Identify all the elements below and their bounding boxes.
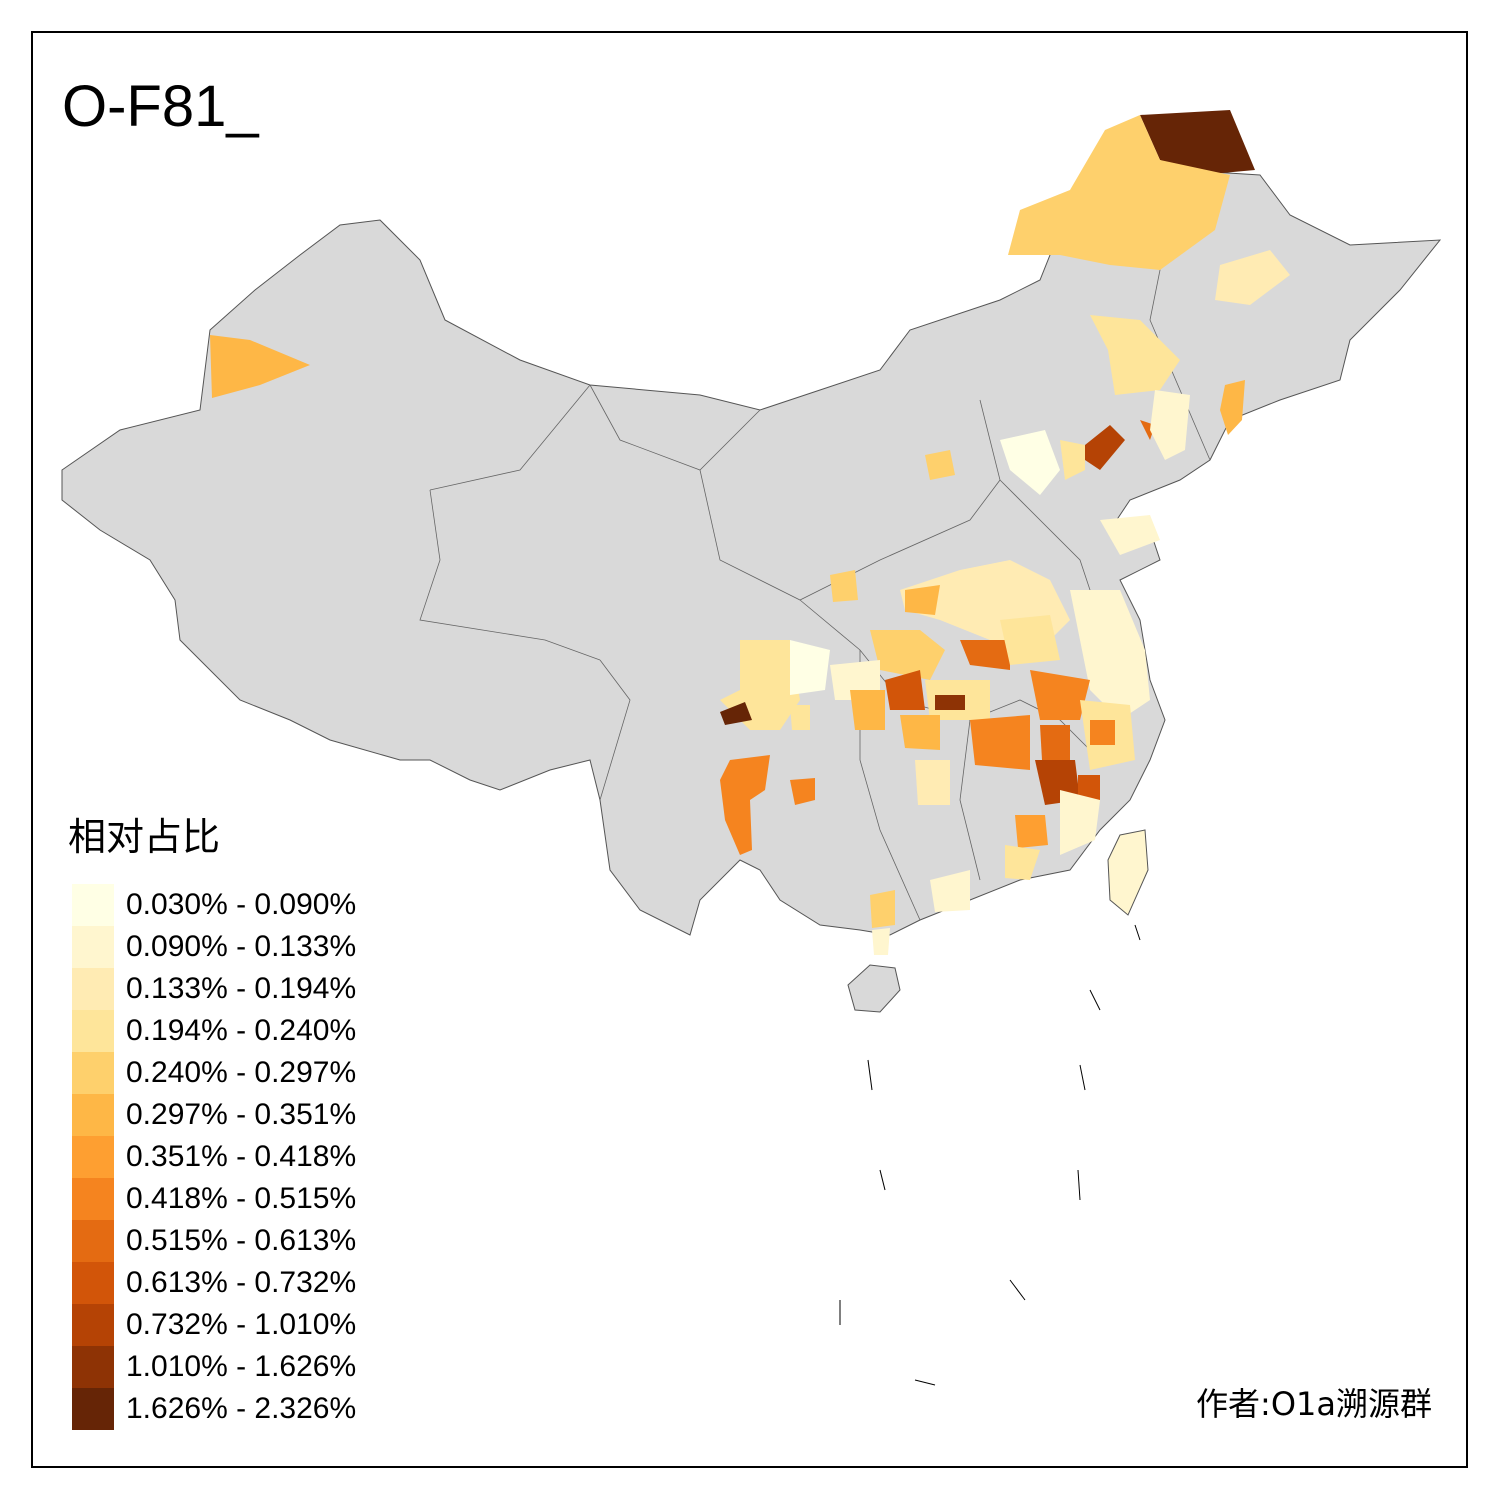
region-sichuan-light — [790, 640, 830, 695]
legend-label: 0.030% - 0.090% — [126, 888, 357, 921]
region-hubei-orange — [850, 690, 885, 730]
legend-swatch — [72, 926, 114, 968]
legend-swatch — [72, 1346, 114, 1388]
legend-item: 0.515% - 0.613% — [72, 1220, 402, 1262]
region-jiangxi-orange — [1040, 725, 1070, 760]
legend-swatch — [72, 1178, 114, 1220]
region-anhui-light — [1000, 615, 1060, 665]
legend-label: 0.194% - 0.240% — [126, 1014, 357, 1047]
region-hunan-west — [900, 715, 940, 750]
legend-item: 0.194% - 0.240% — [72, 1010, 402, 1052]
map-frame — [31, 31, 1468, 1468]
legend-label: 0.351% - 0.418% — [126, 1140, 357, 1173]
region-liaoning-orange — [1085, 425, 1125, 470]
legend-swatch — [72, 1220, 114, 1262]
region-anhui-orange — [1030, 670, 1090, 720]
legend-swatch — [72, 1304, 114, 1346]
legend-label: 0.418% - 0.515% — [126, 1182, 357, 1215]
region-zhejiang-orange — [1090, 720, 1115, 745]
region-jiangxi-south-orange — [1015, 815, 1048, 848]
legend-swatch — [72, 1010, 114, 1052]
region-xinjiang-north — [210, 335, 310, 398]
region-guangdong-east — [1005, 845, 1040, 880]
region-gansu-orange — [830, 570, 858, 602]
region-sichuan-dark — [720, 702, 752, 725]
legend-label: 0.613% - 0.732% — [126, 1266, 357, 1299]
legend-label: 0.732% - 1.010% — [126, 1308, 357, 1341]
region-fujian — [1060, 790, 1100, 855]
legend-label: 0.133% - 0.194% — [126, 972, 357, 1005]
region-jiangsu — [1070, 590, 1150, 720]
region-hubei-dark-orange — [960, 640, 1010, 670]
south-sea-islands — [839, 924, 1141, 1386]
province-borders — [419, 169, 1211, 921]
legend-label: 0.090% - 0.133% — [126, 930, 357, 963]
region-hunan-light — [915, 760, 950, 805]
region-guizhou-orange — [790, 778, 815, 805]
legend-item: 0.418% - 0.515% — [72, 1178, 402, 1220]
legend-label: 0.240% - 0.297% — [126, 1056, 357, 1089]
legend-swatch — [72, 1052, 114, 1094]
legend-label: 0.297% - 0.351% — [126, 1098, 357, 1131]
legend-label: 0.515% - 0.613% — [126, 1224, 357, 1257]
region-hebei-light — [1000, 430, 1060, 495]
colored-regions — [210, 110, 1290, 955]
legend-label: 1.626% - 2.326% — [126, 1392, 357, 1425]
legend-item: 1.010% - 1.626% — [72, 1346, 402, 1388]
region-henan-orange — [905, 585, 940, 615]
region-inner-mongolia-east — [1090, 315, 1180, 395]
legend-item: 0.351% - 0.418% — [72, 1136, 402, 1178]
region-zhejiang-dark — [1078, 775, 1100, 800]
region-hulunbuir — [1008, 115, 1230, 270]
region-jilin-strip — [1220, 380, 1245, 435]
author-credit: 作者:O1a溯源群 — [1196, 1385, 1432, 1423]
region-guangdong-west — [872, 928, 890, 955]
legend-swatch — [72, 1388, 114, 1430]
legend-swatch — [72, 1136, 114, 1178]
region-hubei-dark — [935, 695, 965, 710]
region-hubei-west — [885, 670, 925, 710]
region-ne-light — [1215, 250, 1290, 305]
legend-swatch — [72, 968, 114, 1010]
legend-item: 1.626% - 2.326% — [72, 1388, 402, 1430]
region-shaanxi-south — [870, 630, 945, 680]
map-title: O-F81_ — [62, 74, 259, 139]
legend-swatch — [72, 884, 114, 926]
legend-item: 0.732% - 1.010% — [72, 1304, 402, 1346]
legend-title: 相对占比 — [68, 815, 221, 859]
legend-item: 0.090% - 0.133% — [72, 926, 402, 968]
region-heilongjiang-north — [1140, 110, 1255, 175]
region-liaoning-light — [1150, 390, 1190, 460]
region-hebei-yellow — [1060, 440, 1085, 480]
legend-item: 0.240% - 0.297% — [72, 1052, 402, 1094]
region-shandong — [1100, 515, 1160, 555]
region-sichuan-yellow — [790, 705, 810, 730]
legend-item: 0.297% - 0.351% — [72, 1094, 402, 1136]
region-guangdong — [930, 870, 970, 912]
legend-swatch — [72, 1094, 114, 1136]
region-inner-mongolia-orange — [925, 450, 955, 480]
taiwan-shape — [1107, 829, 1149, 916]
legend-item: 0.030% - 0.090% — [72, 884, 402, 926]
hainan-shape — [847, 964, 901, 1013]
region-yunnan-orange — [720, 755, 770, 855]
legend-item: 0.613% - 0.732% — [72, 1262, 402, 1304]
region-hunan-north — [970, 715, 1030, 770]
legend-label: 1.010% - 1.626% — [126, 1350, 357, 1383]
legend-swatch — [72, 1262, 114, 1304]
region-guangxi-orange — [870, 890, 895, 928]
legend-item: 0.133% - 0.194% — [72, 968, 402, 1010]
